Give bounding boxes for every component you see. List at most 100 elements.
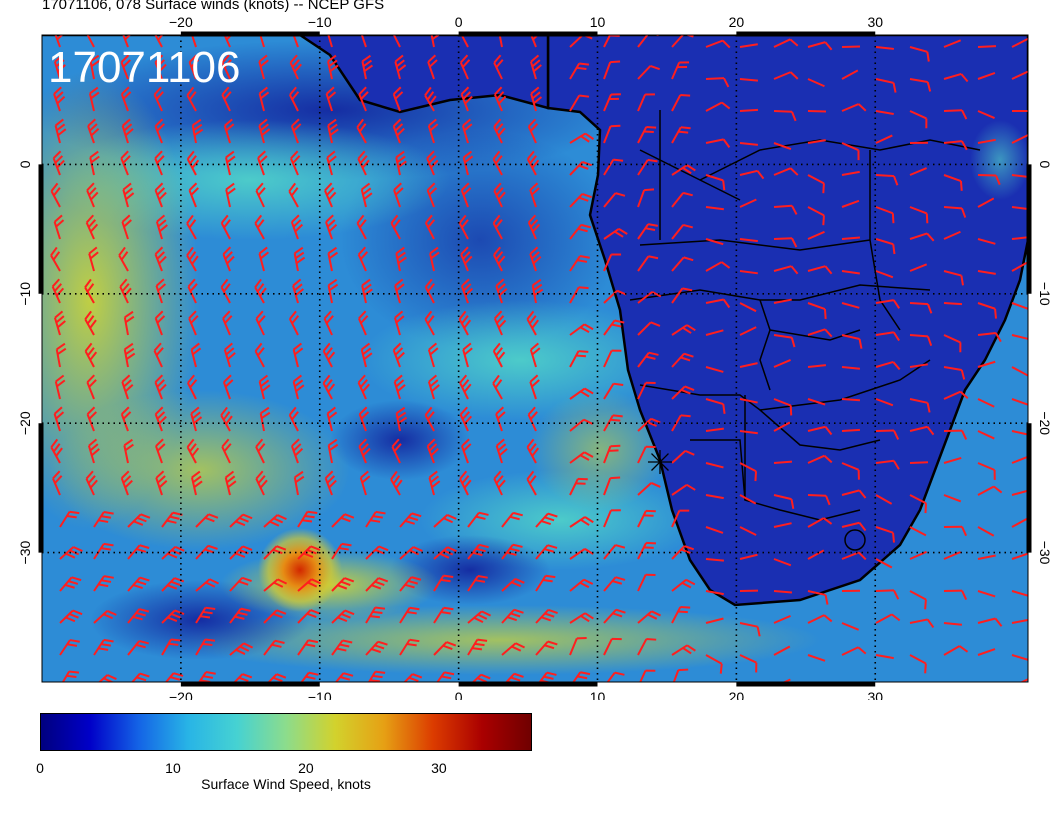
- wind-barb: [390, 470, 403, 496]
- wind-barb: [59, 576, 82, 592]
- wind-barb: [255, 182, 266, 208]
- wind-barb: [155, 278, 167, 304]
- wind-barb: [154, 182, 167, 208]
- wind-barb: [187, 278, 198, 304]
- wind-barb: [394, 54, 407, 80]
- wind-barb: [123, 342, 136, 368]
- wind-barb: [529, 342, 541, 368]
- wind-barb: [357, 150, 370, 176]
- wind-barb: [263, 639, 285, 656]
- wind-barb: [153, 86, 164, 112]
- wind-barb: [739, 238, 758, 243]
- wind-barb: [977, 462, 996, 480]
- wind-barb: [739, 526, 757, 536]
- wind-barb: [875, 494, 893, 505]
- wind-barb: [807, 174, 825, 194]
- wind-barb: [909, 461, 929, 464]
- wind-barb: [739, 494, 757, 505]
- lon-tick-label-bottom: 20: [729, 689, 745, 700]
- wind-barb: [161, 545, 185, 560]
- lat-tick-label-right: −30: [1037, 541, 1053, 565]
- wind-barb: [977, 71, 996, 80]
- wind-barb: [841, 302, 860, 309]
- wind-barb: [292, 342, 304, 368]
- wind-barb: [526, 310, 539, 336]
- wind-barb: [773, 558, 792, 567]
- date-stamp: 17071106: [48, 43, 241, 92]
- wind-barb: [190, 342, 202, 368]
- wind-barb: [773, 237, 798, 248]
- lat-tick-label-left: 0: [17, 160, 33, 168]
- wind-barb: [705, 174, 726, 191]
- wind-barb: [290, 214, 304, 240]
- wind-barb: [705, 558, 725, 562]
- wind-barb: [399, 673, 423, 682]
- wind-barb: [909, 526, 927, 537]
- wind-barb: [671, 287, 693, 304]
- wind-barb: [493, 182, 506, 208]
- wind-barb: [221, 438, 232, 464]
- wind-barb: [535, 574, 556, 592]
- wind-barb: [875, 174, 899, 186]
- wind-barb: [497, 35, 509, 48]
- wind-barb: [120, 54, 131, 80]
- wind-barb: [224, 470, 237, 496]
- wind-barb: [807, 398, 826, 406]
- wind-barb: [1011, 398, 1028, 406]
- wind-barb: [977, 398, 995, 408]
- wind-barb: [254, 278, 267, 304]
- wind-barb: [84, 278, 95, 304]
- wind-barb: [739, 43, 758, 48]
- wind-barb: [603, 671, 625, 682]
- wind-barb: [943, 206, 967, 218]
- wind-barbs: [50, 35, 1028, 699]
- wind-barb: [290, 438, 304, 464]
- wind-barb: [86, 182, 99, 208]
- wind-barb: [222, 310, 233, 336]
- wind-barb: [190, 470, 203, 496]
- wind-barb: [807, 549, 825, 560]
- wind-barb: [427, 374, 440, 400]
- wind-barb: [841, 334, 863, 349]
- wind-barb: [773, 460, 793, 464]
- lat-tick-label-left: −10: [17, 282, 33, 306]
- wind-barb: [290, 35, 302, 48]
- wind-barb: [161, 672, 184, 682]
- wind-barb: [118, 246, 129, 272]
- wind-barb: [637, 255, 659, 272]
- wind-barb: [263, 545, 287, 560]
- wind-barb: [909, 550, 927, 560]
- wind-barb: [459, 374, 472, 400]
- wind-barb: [426, 150, 439, 176]
- wind-barb: [123, 438, 134, 464]
- wind-barb: [288, 182, 299, 208]
- wind-barb: [671, 449, 695, 464]
- wind-barb: [909, 618, 935, 629]
- wind-barb: [1011, 517, 1028, 528]
- wind-barb: [220, 278, 231, 304]
- wind-barb: [458, 35, 469, 48]
- wind-barb: [943, 687, 966, 699]
- wind-barb: [289, 54, 302, 80]
- wind-barb: [705, 617, 724, 624]
- lat-tick-label-right: −10: [1037, 282, 1053, 306]
- wind-barb: [875, 613, 901, 624]
- wind-barb: [739, 78, 759, 82]
- wind-barb: [1011, 618, 1028, 624]
- wind-barb: [195, 578, 219, 592]
- wind-barb: [943, 622, 963, 626]
- wind-barb: [365, 510, 386, 528]
- wind-barb: [773, 71, 799, 80]
- wind-barb: [909, 206, 929, 224]
- wind-barb: [493, 54, 504, 80]
- wind-barb: [220, 214, 231, 240]
- wind-barb: [773, 38, 799, 48]
- wind-barb: [807, 139, 826, 144]
- wind-barb: [89, 54, 101, 80]
- wind-barb: [120, 470, 133, 496]
- wind-barb: [127, 513, 151, 528]
- wind-barb: [739, 553, 758, 560]
- wind-barb: [127, 639, 150, 656]
- wind-barb: [223, 342, 236, 368]
- wind-barb: [222, 246, 235, 272]
